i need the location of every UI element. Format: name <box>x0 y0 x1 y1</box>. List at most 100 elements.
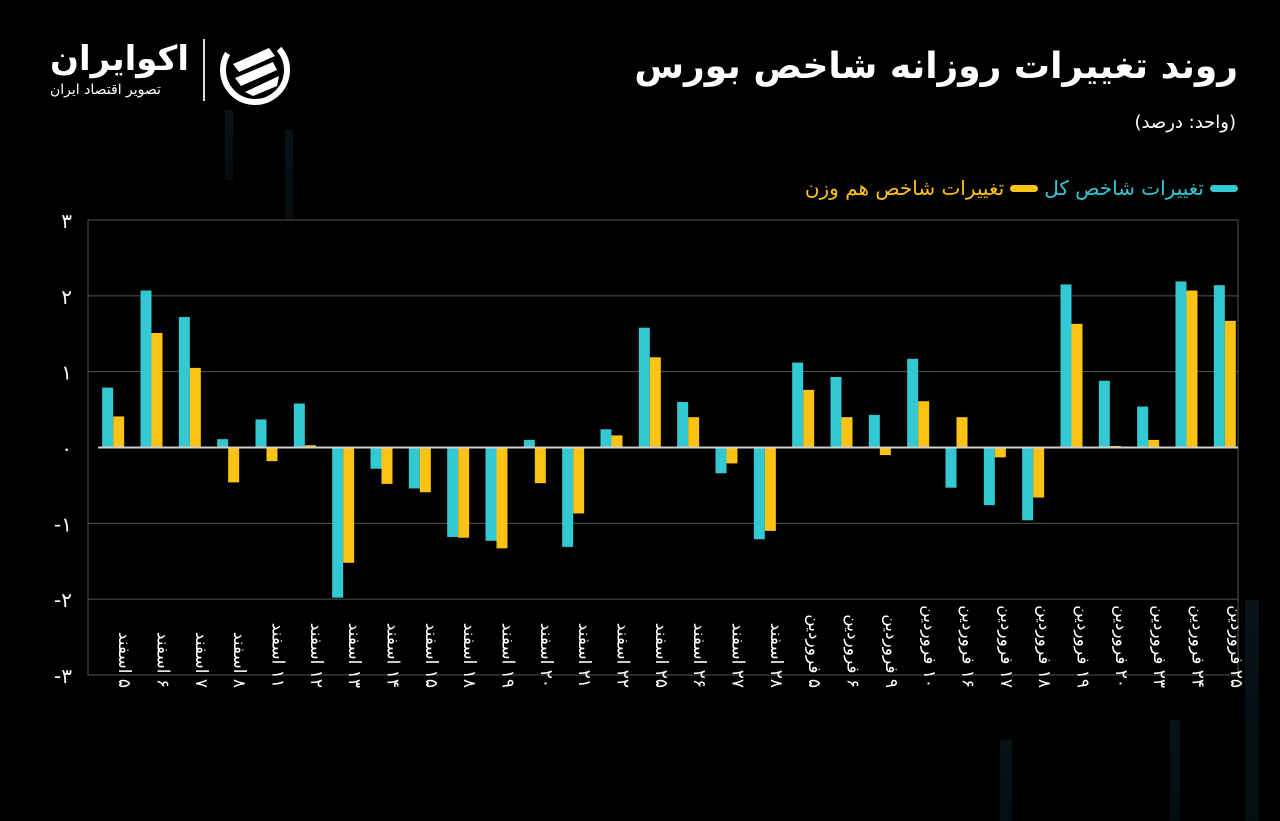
bar-total-index <box>332 447 344 598</box>
bar-total-index <box>217 439 229 448</box>
bar-total-index <box>792 362 804 448</box>
bar-equal-weight-index <box>228 447 240 483</box>
x-tick-label: ۵ فروردین <box>804 614 824 688</box>
bar-total-index <box>1098 380 1110 448</box>
bar-total-index <box>1022 447 1034 521</box>
bar-total-index <box>1137 406 1149 448</box>
bar-total-index <box>945 447 957 488</box>
bar-equal-weight-index <box>994 447 1006 458</box>
legend-swatch-cyan-icon <box>1210 184 1238 192</box>
bar-equal-weight-index <box>113 416 125 448</box>
bar-total-index <box>408 447 420 489</box>
bar-total-index <box>830 376 842 448</box>
bar-total-index <box>715 447 727 474</box>
bar-equal-weight-index <box>151 332 163 448</box>
bar-total-index <box>677 402 689 448</box>
x-tick-label: ۷ اسفند <box>191 632 211 688</box>
bar-total-index <box>600 429 612 448</box>
background-stripe <box>225 110 233 180</box>
x-tick-label: ۲۵ اسفند <box>651 623 671 688</box>
bar-equal-weight-index <box>803 389 815 448</box>
x-tick-label: ۲۰ اسفند <box>536 623 556 688</box>
bar-total-index <box>1060 284 1072 448</box>
x-tick-label: ۱۵ اسفند <box>421 623 441 688</box>
x-tick-label: ۸ اسفند <box>229 632 249 688</box>
bar-equal-weight-index <box>573 447 585 514</box>
x-tick-label: ۲۴ فروردین <box>1188 605 1208 688</box>
x-tick-label: ۲۵ فروردین <box>1226 605 1246 688</box>
legend-item-total-index: تغییرات شاخص کل <box>1044 176 1238 200</box>
chart-legend: تغییرات شاخص کل تغییرات شاخص هم وزن <box>805 176 1238 200</box>
bar-equal-weight-index <box>1148 439 1160 448</box>
x-tick-label: ۹ فروردین <box>881 614 901 688</box>
x-tick-label: ۶ اسفند <box>153 632 173 688</box>
x-tick-label: ۱۸ اسفند <box>459 623 479 688</box>
bar-total-index <box>638 327 650 448</box>
bar-total-index <box>562 447 574 547</box>
background-stripe <box>1245 600 1259 821</box>
x-tick-label: ۱۲ اسفند <box>306 623 326 688</box>
bar-total-index <box>868 414 880 448</box>
logo-name: اکوایران <box>50 39 189 79</box>
bar-equal-weight-index <box>458 447 470 538</box>
x-tick-label: ۱۹ اسفند <box>498 623 518 688</box>
x-tick-label: ۱۷ فروردین <box>996 605 1016 688</box>
y-tick-label: -۱ <box>54 512 72 536</box>
bar-equal-weight-index <box>726 447 738 464</box>
chart-unit: (واحد: درصد) <box>1134 112 1236 133</box>
bar-equal-weight-index <box>1071 323 1083 448</box>
bar-equal-weight-index <box>343 447 355 563</box>
bar-total-index <box>523 439 535 448</box>
brand-logo: اکوایران تصویر اقتصاد ایران <box>50 34 291 106</box>
legend-swatch-yellow-icon <box>1010 184 1039 192</box>
bar-equal-weight-index <box>189 367 201 448</box>
x-tick-label: ۵ اسفند <box>114 632 134 688</box>
x-tick-label: ۲۳ فروردین <box>1149 605 1169 688</box>
bar-equal-weight-index <box>419 447 431 493</box>
bar-equal-weight-index <box>496 447 508 549</box>
y-tick-label: ۲ <box>61 285 72 309</box>
x-tick-label: ۲۶ اسفند <box>689 623 709 688</box>
bar-equal-weight-index <box>918 401 930 448</box>
background-stripe <box>285 130 293 220</box>
bar-total-index <box>102 387 114 448</box>
x-tick-label: ۱۰ فروردین <box>919 605 939 688</box>
x-tick-label: ۱۹ فروردین <box>1073 605 1093 688</box>
bar-total-index <box>255 419 267 448</box>
logo-tagline: تصویر اقتصاد ایران <box>50 82 161 98</box>
bar-total-index <box>1213 285 1225 448</box>
bar-equal-weight-index <box>879 447 891 456</box>
logo-text: اکوایران تصویر اقتصاد ایران <box>50 42 189 98</box>
bar-total-index <box>753 447 765 540</box>
x-tick-label: ۱۴ اسفند <box>383 623 403 688</box>
x-tick-label: ۶ فروردین <box>843 614 863 688</box>
y-tick-label: ۰ <box>61 437 72 461</box>
bar-equal-weight-index <box>1224 320 1236 448</box>
bar-equal-weight-index <box>304 445 316 448</box>
chart-title: روند تغییرات روزانه شاخص بورس <box>634 46 1238 87</box>
x-tick-label: ۲۰ فروردین <box>1111 605 1131 688</box>
bar-total-index <box>485 447 497 541</box>
bar-equal-weight-index <box>649 357 661 448</box>
bar-equal-weight-index <box>611 435 623 448</box>
x-tick-label: ۱۶ فروردین <box>958 605 978 688</box>
bar-equal-weight-index <box>841 417 853 448</box>
logo-emblem-icon <box>220 35 290 105</box>
bar-total-index <box>907 358 919 448</box>
bar-total-index <box>178 317 190 448</box>
legend-label: تغییرات شاخص کل <box>1044 176 1204 200</box>
bar-total-index <box>293 403 305 448</box>
x-tick-label: ۲۲ اسفند <box>613 623 633 688</box>
bar-total-index <box>370 447 382 469</box>
legend-item-equal-weight-index: تغییرات شاخص هم وزن <box>804 176 1039 200</box>
bar-equal-weight-index <box>534 447 546 484</box>
background-stripe <box>1170 720 1180 821</box>
x-tick-label: ۲۷ اسفند <box>728 623 748 688</box>
legend-label: تغییرات شاخص هم وزن <box>804 176 1005 200</box>
x-tick-label: ۱۱ اسفند <box>268 623 288 688</box>
y-tick-label: -۲ <box>54 588 72 612</box>
x-tick-label: ۲۸ اسفند <box>766 623 786 688</box>
bar-equal-weight-index <box>688 417 700 448</box>
bar-total-index <box>140 290 152 448</box>
